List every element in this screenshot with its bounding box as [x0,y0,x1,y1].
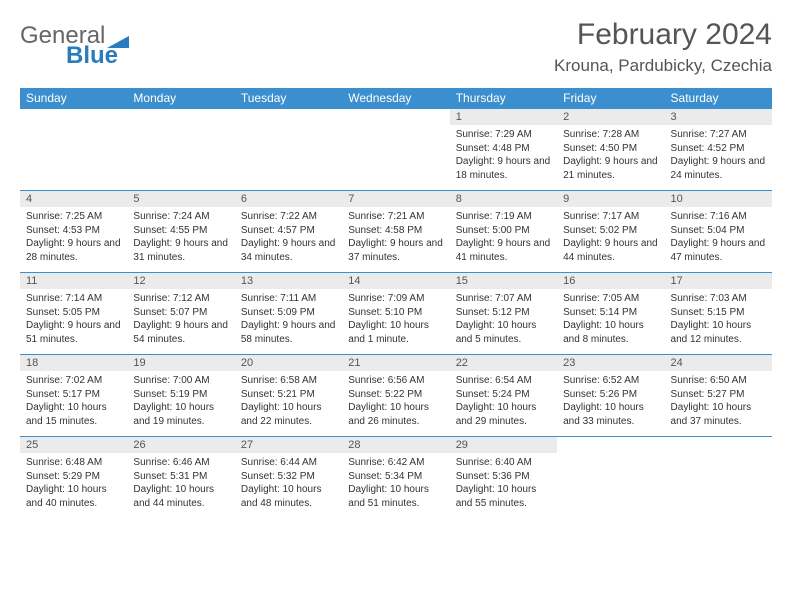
day-cell [557,453,664,518]
day-cell [342,125,449,191]
day-number: 22 [450,355,557,372]
day-number: 11 [20,273,127,290]
weekday-header: Monday [127,88,234,109]
day-cell: Sunrise: 7:25 AMSunset: 4:53 PMDaylight:… [20,207,127,273]
day-cell: Sunrise: 6:56 AMSunset: 5:22 PMDaylight:… [342,371,449,437]
weekday-header: Friday [557,88,664,109]
day-number: 5 [127,191,234,208]
day-number: 27 [235,437,342,454]
day-number: 18 [20,355,127,372]
day-number: 13 [235,273,342,290]
day-cell: Sunrise: 6:54 AMSunset: 5:24 PMDaylight:… [450,371,557,437]
day-cell: Sunrise: 6:42 AMSunset: 5:34 PMDaylight:… [342,453,449,518]
day-number: 7 [342,191,449,208]
day-number [20,109,127,126]
day-number [665,437,772,454]
calendar-table: SundayMondayTuesdayWednesdayThursdayFrid… [20,88,772,518]
day-cell [127,125,234,191]
day-cell: Sunrise: 7:16 AMSunset: 5:04 PMDaylight:… [665,207,772,273]
page-title: February 2024 [554,18,772,52]
day-cell: Sunrise: 7:00 AMSunset: 5:19 PMDaylight:… [127,371,234,437]
day-number: 16 [557,273,664,290]
day-number: 28 [342,437,449,454]
day-cell: Sunrise: 7:28 AMSunset: 4:50 PMDaylight:… [557,125,664,191]
day-number: 14 [342,273,449,290]
day-number: 29 [450,437,557,454]
day-number [557,437,664,454]
day-number: 17 [665,273,772,290]
title-block: February 2024 Krouna, Pardubicky, Czechi… [554,18,772,76]
day-body-row: Sunrise: 7:25 AMSunset: 4:53 PMDaylight:… [20,207,772,273]
day-body-row: Sunrise: 7:02 AMSunset: 5:17 PMDaylight:… [20,371,772,437]
weekday-header: Tuesday [235,88,342,109]
day-cell: Sunrise: 6:52 AMSunset: 5:26 PMDaylight:… [557,371,664,437]
day-cell: Sunrise: 6:46 AMSunset: 5:31 PMDaylight:… [127,453,234,518]
day-number: 15 [450,273,557,290]
location: Krouna, Pardubicky, Czechia [554,56,772,76]
day-cell: Sunrise: 6:58 AMSunset: 5:21 PMDaylight:… [235,371,342,437]
weekday-header: Wednesday [342,88,449,109]
weekday-header: Thursday [450,88,557,109]
day-body-row: Sunrise: 7:14 AMSunset: 5:05 PMDaylight:… [20,289,772,355]
day-number-row: 18192021222324 [20,355,772,372]
day-cell: Sunrise: 7:11 AMSunset: 5:09 PMDaylight:… [235,289,342,355]
day-cell: Sunrise: 7:22 AMSunset: 4:57 PMDaylight:… [235,207,342,273]
day-cell: Sunrise: 7:14 AMSunset: 5:05 PMDaylight:… [20,289,127,355]
day-cell: Sunrise: 6:40 AMSunset: 5:36 PMDaylight:… [450,453,557,518]
day-cell: Sunrise: 7:29 AMSunset: 4:48 PMDaylight:… [450,125,557,191]
day-number: 24 [665,355,772,372]
day-number-row: 2526272829 [20,437,772,454]
page-header: General Blue February 2024 Krouna, Pardu… [20,18,772,76]
day-cell: Sunrise: 7:05 AMSunset: 5:14 PMDaylight:… [557,289,664,355]
day-cell [20,125,127,191]
day-number: 19 [127,355,234,372]
day-cell [235,125,342,191]
day-number: 3 [665,109,772,126]
day-number: 2 [557,109,664,126]
weekday-header-row: SundayMondayTuesdayWednesdayThursdayFrid… [20,88,772,109]
day-cell: Sunrise: 7:02 AMSunset: 5:17 PMDaylight:… [20,371,127,437]
day-cell: Sunrise: 6:48 AMSunset: 5:29 PMDaylight:… [20,453,127,518]
day-number: 1 [450,109,557,126]
day-number: 4 [20,191,127,208]
day-cell: Sunrise: 6:44 AMSunset: 5:32 PMDaylight:… [235,453,342,518]
day-cell: Sunrise: 7:12 AMSunset: 5:07 PMDaylight:… [127,289,234,355]
day-number: 23 [557,355,664,372]
day-body-row: Sunrise: 6:48 AMSunset: 5:29 PMDaylight:… [20,453,772,518]
day-body-row: Sunrise: 7:29 AMSunset: 4:48 PMDaylight:… [20,125,772,191]
day-cell: Sunrise: 7:07 AMSunset: 5:12 PMDaylight:… [450,289,557,355]
day-number: 6 [235,191,342,208]
day-cell: Sunrise: 7:03 AMSunset: 5:15 PMDaylight:… [665,289,772,355]
weekday-header: Sunday [20,88,127,109]
day-cell: Sunrise: 7:17 AMSunset: 5:02 PMDaylight:… [557,207,664,273]
day-number-row: 11121314151617 [20,273,772,290]
day-cell: Sunrise: 7:24 AMSunset: 4:55 PMDaylight:… [127,207,234,273]
day-number [127,109,234,126]
day-cell [665,453,772,518]
day-cell: Sunrise: 6:50 AMSunset: 5:27 PMDaylight:… [665,371,772,437]
day-cell: Sunrise: 7:21 AMSunset: 4:58 PMDaylight:… [342,207,449,273]
day-number-row: 45678910 [20,191,772,208]
day-number: 12 [127,273,234,290]
day-number: 26 [127,437,234,454]
day-cell: Sunrise: 7:19 AMSunset: 5:00 PMDaylight:… [450,207,557,273]
day-number: 8 [450,191,557,208]
day-number: 21 [342,355,449,372]
day-number: 10 [665,191,772,208]
logo: General Blue [20,18,129,68]
day-cell: Sunrise: 7:09 AMSunset: 5:10 PMDaylight:… [342,289,449,355]
day-number: 9 [557,191,664,208]
day-number-row: 123 [20,109,772,126]
day-number [235,109,342,126]
day-number [342,109,449,126]
day-cell: Sunrise: 7:27 AMSunset: 4:52 PMDaylight:… [665,125,772,191]
logo-blue: Blue [66,44,129,68]
day-number: 20 [235,355,342,372]
day-number: 25 [20,437,127,454]
weekday-header: Saturday [665,88,772,109]
